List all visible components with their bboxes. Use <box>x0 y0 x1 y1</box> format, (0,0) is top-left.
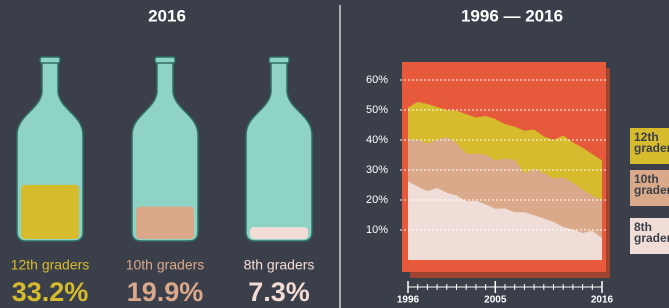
bottle-cap <box>155 57 175 63</box>
y-tick-label: 20% <box>366 194 388 206</box>
value-label: 7.3% <box>248 277 310 307</box>
category-label: 12th graders <box>11 257 90 273</box>
liquid <box>250 227 308 239</box>
x-tick-label: 2005 <box>484 295 507 306</box>
category-label: 8th graders <box>244 257 315 273</box>
value-label: 33.2% <box>12 277 89 307</box>
chart: 2016 1996 — 2016 12th graders 33.2% 10th g… <box>0 0 669 308</box>
value-label: 19.9% <box>127 277 204 307</box>
x-tick-label: 2016 <box>591 295 614 306</box>
y-tick-label: 10% <box>366 224 388 236</box>
y-tick-label: 30% <box>366 164 388 176</box>
right-title: 1996 — 2016 <box>461 6 563 25</box>
liquid <box>136 207 194 239</box>
y-tick-label: 40% <box>366 134 388 146</box>
bottle <box>246 60 312 241</box>
liquid <box>21 185 79 239</box>
legend-entry: 12th graders <box>630 128 669 164</box>
y-tick-label: 50% <box>366 104 388 116</box>
category-label: 10th graders <box>126 257 205 273</box>
x-tick-label: 1996 <box>397 295 420 306</box>
left-title: 2016 <box>148 6 186 25</box>
legend-entry: 10th graders <box>630 170 669 206</box>
legend-entry: 8th graders <box>630 218 669 254</box>
bottle-cap <box>269 57 289 63</box>
infographic: 2016 1996 — 2016 12th graders 33.2% 10th g… <box>0 0 669 308</box>
y-tick-label: 60% <box>366 74 388 86</box>
bottle-cap <box>40 57 60 63</box>
